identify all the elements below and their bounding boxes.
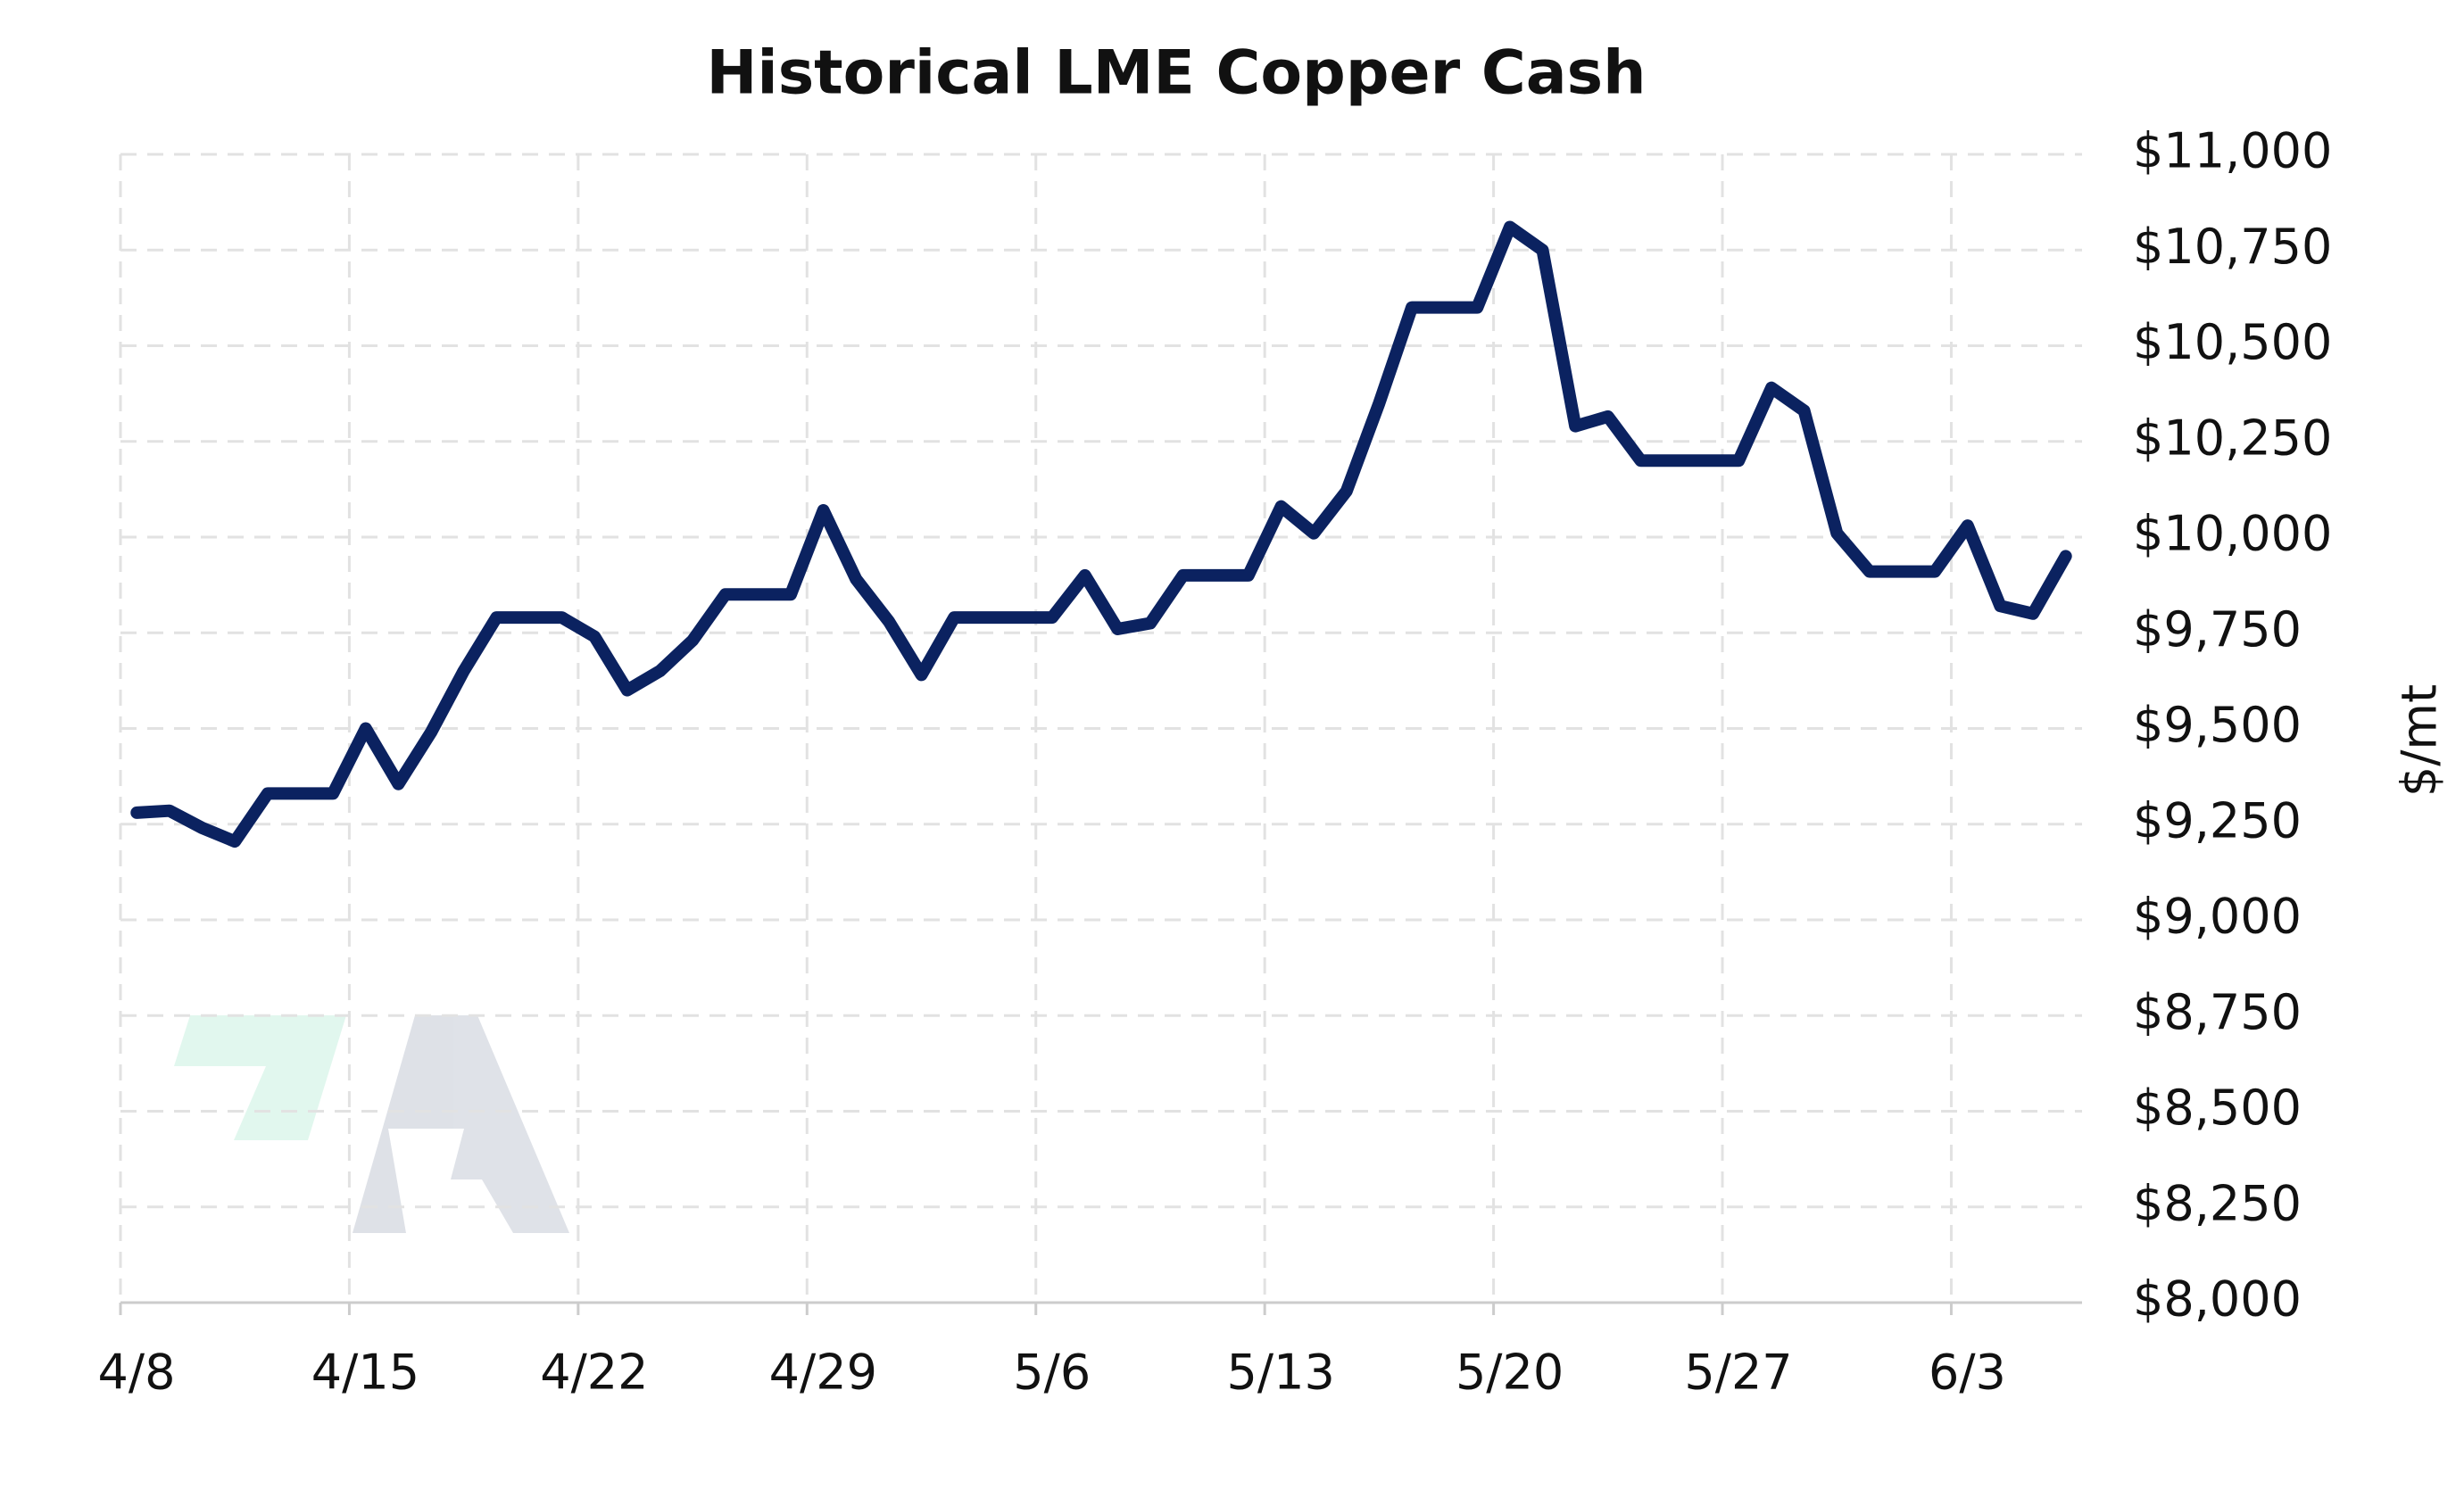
y-tick-label: $9,250 [2133, 792, 2302, 848]
x-tick-label: 4/22 [540, 1345, 648, 1401]
x-tick-label: 6/3 [1929, 1345, 2006, 1401]
y-tick-label: $8,500 [2133, 1080, 2302, 1136]
y-tick-label: $8,000 [2133, 1271, 2302, 1328]
y-tick-label: $10,500 [2133, 314, 2332, 370]
y-tick-label: $10,000 [2133, 506, 2332, 562]
y-tick-label: $8,250 [2133, 1175, 2302, 1231]
y-tick-label: $9,000 [2133, 889, 2302, 945]
x-tick-label: 5/13 [1227, 1345, 1335, 1401]
x-tick-label: 4/8 [98, 1345, 176, 1401]
y-tick-label: $10,750 [2133, 219, 2332, 275]
x-tick-label: 4/29 [769, 1345, 877, 1401]
x-tick-label: 4/15 [311, 1345, 419, 1401]
y-axis-label: $/mt [2392, 684, 2448, 797]
chart-title: Historical LME Copper Cash [706, 38, 1646, 109]
y-tick-label: $9,750 [2133, 601, 2302, 658]
x-tick-label: 5/27 [1684, 1345, 1792, 1401]
price-line [130, 220, 2072, 848]
x-tick-label: 5/20 [1456, 1345, 1564, 1401]
x-tick-label: 5/6 [1013, 1345, 1091, 1401]
y-tick-label: $11,000 [2133, 123, 2332, 179]
y-tick-label: $9,500 [2133, 697, 2302, 753]
y-tick-label: $10,250 [2133, 410, 2332, 466]
watermark [174, 1015, 569, 1233]
y-tick-label: $8,750 [2133, 984, 2302, 1040]
